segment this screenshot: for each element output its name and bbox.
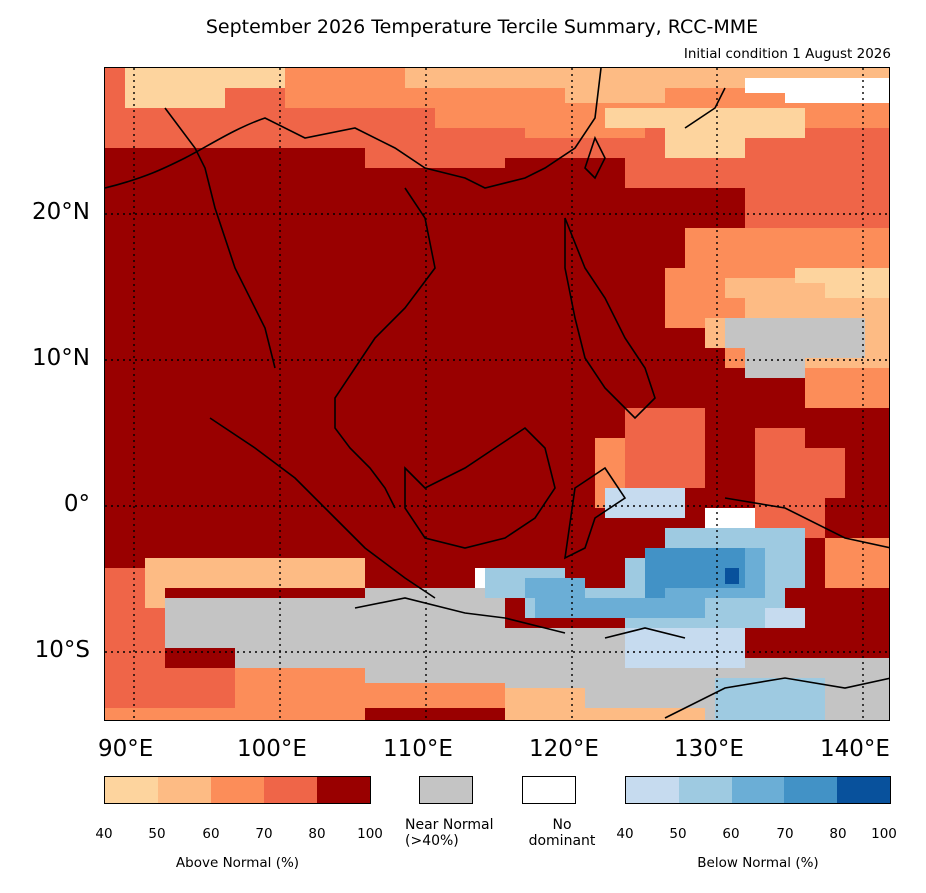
coast-bay-of-bengal — [164, 107, 276, 369]
near-normal-label: Near Normal (>40%) — [405, 817, 535, 849]
lat-label-10s: 10°S — [34, 637, 90, 663]
below-tick: 60 — [722, 826, 740, 842]
coast-australia — [664, 677, 889, 719]
coast-sulawesi — [563, 466, 627, 560]
lat-label-10n: 10°N — [32, 345, 90, 371]
coast-mainland-north — [105, 68, 602, 189]
above-tick: 50 — [148, 826, 166, 842]
shade-below-70 — [645, 548, 745, 598]
coast-philippines — [564, 217, 656, 420]
near-normal-label-line2: (>40%) — [405, 833, 459, 849]
no-dominant-patch-ne — [745, 78, 889, 103]
coast-borneo — [404, 426, 556, 549]
lon-label-140e: 140°E — [820, 736, 890, 762]
shade-below-80 — [725, 568, 739, 584]
shade-above-60-sw-corner — [105, 708, 235, 720]
shade-below-40-east — [765, 608, 805, 628]
shade-above-40-nw — [125, 68, 285, 108]
coast-sumatra — [209, 417, 436, 599]
above-normal-colorbar — [104, 776, 371, 804]
above-swatch-40 — [105, 777, 158, 803]
lon-label-90e: 90°E — [98, 736, 154, 762]
coast-java — [354, 597, 566, 634]
above-swatch-70 — [264, 777, 317, 803]
near-normal-patch-pacific — [725, 318, 865, 378]
no-dominant-label: No dominant — [500, 817, 624, 849]
shade-above-60-se — [825, 538, 889, 588]
map-subtitle: Initial condition 1 August 2026 — [683, 46, 891, 62]
above-tick: 60 — [202, 826, 220, 842]
coastlines — [105, 68, 889, 719]
coast-indochina — [334, 187, 436, 509]
shade-above-50-sw — [145, 558, 365, 608]
above-swatch-80 — [317, 777, 370, 803]
above-swatch-50 — [158, 777, 211, 803]
coast-ryukyu — [684, 87, 726, 129]
shade-above-50-south — [505, 688, 705, 720]
above-tick: 40 — [95, 826, 113, 842]
shade-above-70-sw — [105, 568, 235, 708]
below-tick: 80 — [829, 826, 847, 842]
map-title: September 2026 Temperature Tercile Summa… — [205, 16, 759, 38]
near-normal-label-line1: Near Normal — [405, 817, 494, 833]
near-normal-swatch — [419, 776, 473, 804]
below-normal-label: Below Normal (%) — [697, 855, 819, 871]
shade-above-60-south — [235, 668, 505, 720]
shade-above-40-east — [795, 268, 889, 298]
shade-below-50-south — [715, 678, 825, 720]
below-tick: 40 — [616, 826, 634, 842]
above-tick: 70 — [255, 826, 273, 842]
below-swatch-50 — [678, 777, 732, 803]
lon-label-110e: 110°E — [383, 736, 453, 762]
shade-below-40-south — [625, 628, 745, 668]
near-normal-band-south — [165, 588, 889, 720]
lon-label-120e: 120°E — [529, 736, 599, 762]
above-normal-label: Above Normal (%) — [175, 855, 300, 871]
tercile-map — [104, 67, 890, 721]
shade-above-40-north — [605, 108, 805, 158]
no-dominant-label-line2: dominant — [528, 833, 596, 849]
below-swatch-60 — [731, 777, 785, 803]
below-swatch-40 — [626, 777, 679, 803]
shade-above-70-celebes — [625, 408, 705, 488]
lat-label-20n: 20°N — [32, 199, 90, 225]
lon-label-100e: 100°E — [237, 736, 307, 762]
lon-label-130e: 130°E — [674, 736, 744, 762]
below-normal-colorbar — [625, 776, 891, 804]
lat-label-equator: 0° — [63, 491, 90, 517]
no-dominant-label-line1: No — [552, 817, 572, 833]
shade-above-80-png — [805, 408, 889, 498]
below-swatch-80 — [837, 777, 890, 803]
coast-taiwan — [584, 135, 606, 180]
shade-above-50 — [405, 68, 889, 103]
above-tick: 80 — [308, 826, 326, 842]
above-tick: 100 — [357, 826, 383, 842]
below-tick: 100 — [871, 826, 897, 842]
below-tick: 50 — [669, 826, 687, 842]
no-dominant-swatch — [522, 776, 576, 804]
below-tick: 70 — [776, 826, 794, 842]
map-canvas — [105, 68, 889, 720]
above-normal-fields — [105, 68, 889, 720]
coast-lesser-sunda — [604, 627, 686, 639]
below-swatch-70 — [784, 777, 838, 803]
below-normal-fields — [485, 488, 825, 720]
coast-new-guinea — [724, 497, 889, 549]
shade-below-40-north — [605, 488, 685, 518]
gridlines — [105, 68, 889, 720]
above-swatch-60 — [211, 777, 264, 803]
